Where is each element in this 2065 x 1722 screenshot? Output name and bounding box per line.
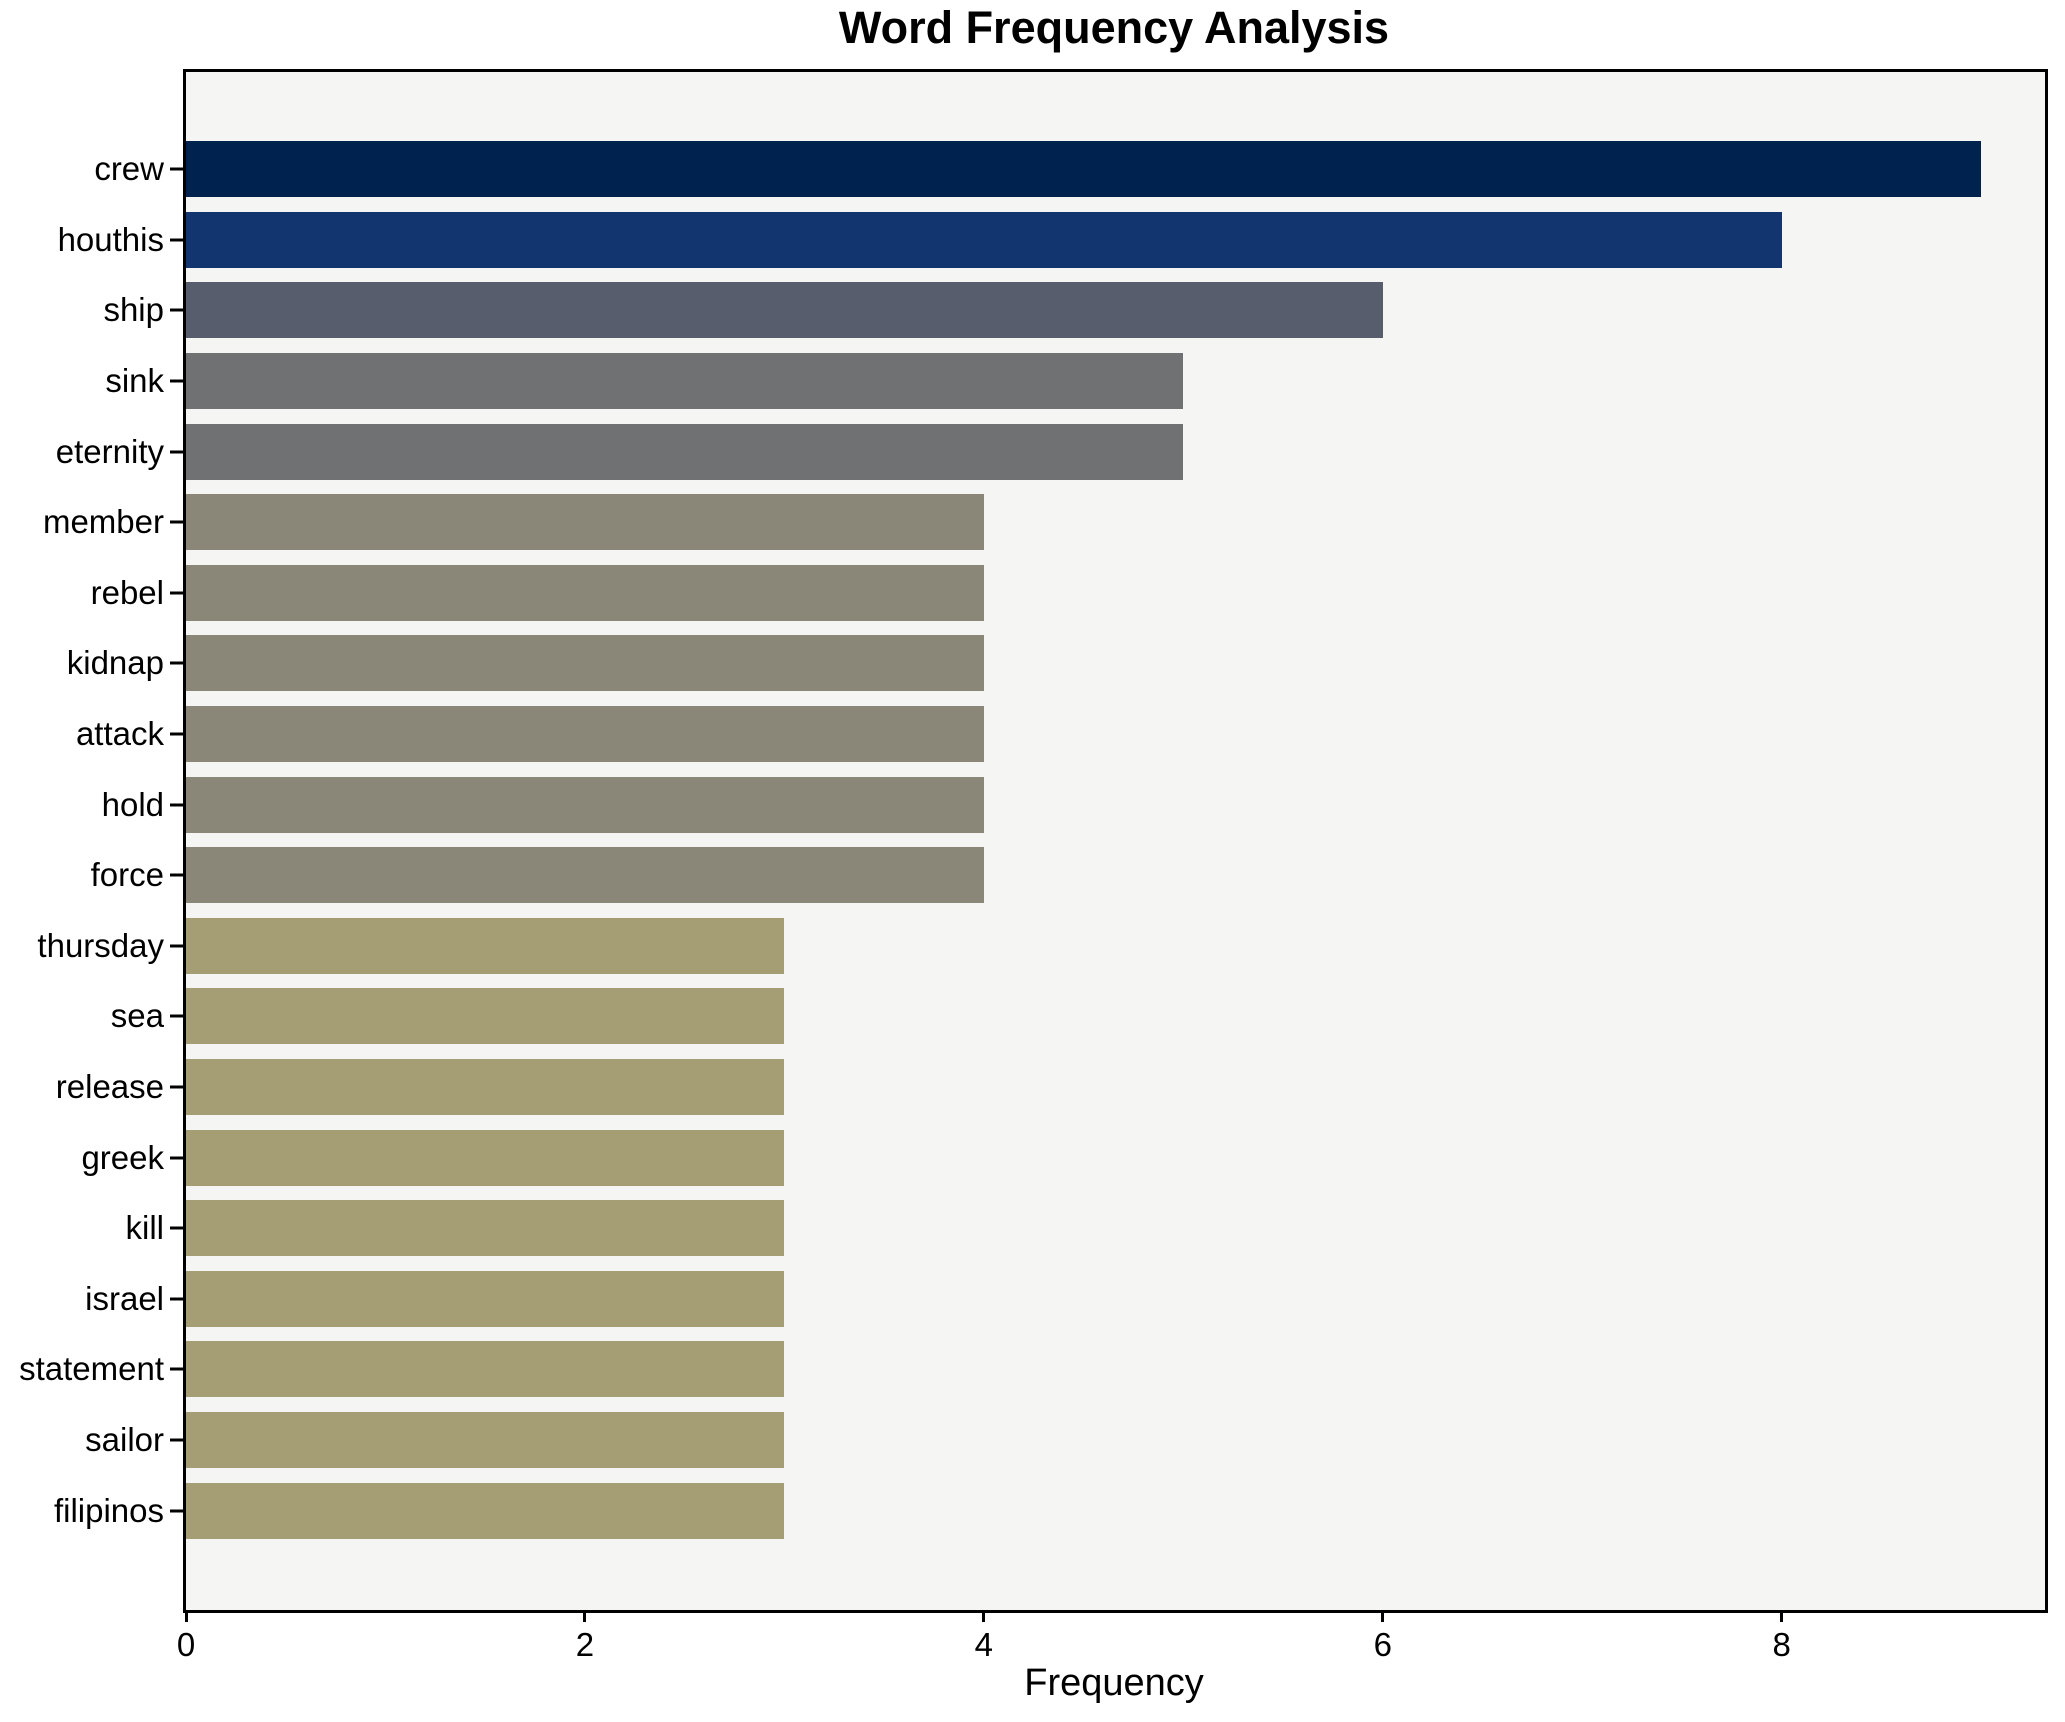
y-axis-category-label: rebel bbox=[90, 573, 164, 611]
plot-area: crew houthis ship sink eternity member rebel ki… bbox=[19, 69, 2048, 1663]
bar-row: hold bbox=[102, 769, 2045, 840]
bar-row: kidnap bbox=[67, 628, 2045, 699]
bar-row: sea bbox=[111, 981, 2045, 1052]
bar-row: member bbox=[43, 487, 2045, 558]
y-axis-category-label: release bbox=[55, 1068, 164, 1106]
x-tick-mark bbox=[982, 1610, 986, 1622]
y-tick-mark bbox=[170, 167, 183, 171]
y-tick-mark bbox=[170, 1226, 183, 1230]
y-tick-mark bbox=[170, 1156, 183, 1160]
bar-hold bbox=[186, 776, 984, 833]
bar-statement bbox=[186, 1341, 785, 1398]
x-tick-label: 6 bbox=[1373, 1626, 1392, 1663]
bar-attack bbox=[186, 706, 984, 763]
bar-row: attack bbox=[76, 699, 2045, 770]
y-tick-mark bbox=[170, 1438, 183, 1442]
bar-greek bbox=[186, 1129, 785, 1186]
x-tick-label: 8 bbox=[1772, 1626, 1791, 1663]
bar-sink bbox=[186, 353, 1184, 410]
y-axis-category-label: force bbox=[90, 856, 164, 894]
x-axis-title: Frequency bbox=[1024, 1662, 1204, 1704]
y-tick-mark bbox=[170, 732, 183, 736]
y-axis-category-label: israel bbox=[85, 1279, 164, 1317]
y-axis-category-label: sea bbox=[110, 997, 164, 1035]
bar-sea bbox=[186, 988, 785, 1045]
y-tick-mark bbox=[170, 1367, 183, 1371]
bar-row: greek bbox=[81, 1122, 2045, 1193]
x-tick-mark bbox=[583, 1610, 587, 1622]
y-tick-mark bbox=[170, 591, 183, 595]
bar-force bbox=[186, 847, 984, 904]
x-tick-label: 4 bbox=[974, 1626, 994, 1663]
y-tick-mark bbox=[170, 661, 183, 665]
y-axis-category-label: thursday bbox=[37, 926, 164, 964]
y-tick-mark bbox=[170, 238, 183, 242]
y-axis-category-label: hold bbox=[101, 785, 164, 823]
bar-houthis bbox=[186, 211, 1782, 268]
y-axis-category-label: kidnap bbox=[66, 644, 164, 682]
bar-row: houthis bbox=[58, 205, 2045, 276]
bar-row: kill bbox=[126, 1193, 2045, 1264]
y-tick-mark bbox=[170, 450, 183, 454]
y-tick-mark bbox=[170, 803, 183, 807]
bar-row: filipinos bbox=[54, 1475, 2045, 1546]
y-axis-category-label: kill bbox=[125, 1209, 165, 1247]
y-tick-mark bbox=[170, 1509, 183, 1513]
y-tick-mark bbox=[170, 520, 183, 524]
x-tick-mark bbox=[1381, 1610, 1385, 1622]
y-axis-category-label: eternity bbox=[55, 432, 164, 470]
y-tick-mark bbox=[170, 873, 183, 877]
bar-row: force bbox=[91, 840, 2045, 911]
bar-row: crew bbox=[94, 134, 2045, 205]
bar-row: statement bbox=[19, 1334, 2045, 1405]
bar-rows: crew houthis ship sink eternity member rebel ki… bbox=[19, 72, 2045, 1610]
bar-row: rebel bbox=[91, 558, 2045, 629]
bar-row: release bbox=[56, 1052, 2045, 1123]
y-axis-category-label: crew bbox=[94, 150, 164, 188]
y-tick-mark bbox=[170, 944, 183, 948]
x-tick-mark bbox=[184, 1610, 188, 1622]
bar-member bbox=[186, 494, 984, 551]
x-tick-mark bbox=[1780, 1610, 1784, 1622]
bar-row: israel bbox=[85, 1264, 2045, 1335]
y-axis-category-label: sailor bbox=[85, 1420, 164, 1458]
y-tick-mark bbox=[170, 308, 183, 312]
bar-kill bbox=[186, 1200, 785, 1257]
bar-row: sink bbox=[105, 346, 2045, 417]
y-axis-category-label: sink bbox=[105, 362, 164, 400]
bar-israel bbox=[186, 1270, 785, 1327]
x-tick-label: 0 bbox=[176, 1626, 196, 1663]
y-tick-mark bbox=[170, 1014, 183, 1018]
y-axis-category-label: greek bbox=[81, 1138, 164, 1176]
bar-sailor bbox=[186, 1411, 785, 1468]
bar-rebel bbox=[186, 564, 984, 621]
y-tick-mark bbox=[170, 1085, 183, 1089]
y-tick-mark bbox=[170, 379, 183, 383]
bar-ship bbox=[186, 282, 1383, 339]
bar-row: sailor bbox=[85, 1405, 2045, 1476]
y-axis-category-label: member bbox=[42, 503, 164, 541]
bar-eternity bbox=[186, 423, 1184, 480]
bar-row: eternity bbox=[56, 416, 2045, 487]
y-tick-mark bbox=[170, 1297, 183, 1301]
y-axis-category-label: filipinos bbox=[53, 1491, 164, 1529]
y-axis-category-label: attack bbox=[75, 715, 164, 753]
y-axis-category-label: statement bbox=[19, 1350, 164, 1388]
bar-row: ship bbox=[103, 275, 2045, 346]
bar-row: thursday bbox=[37, 911, 2045, 982]
y-axis-category-label: houthis bbox=[57, 220, 164, 258]
chart-title: Word Frequency Analysis bbox=[838, 2, 1390, 53]
y-axis-category-label: ship bbox=[103, 291, 164, 329]
bar-kidnap bbox=[186, 635, 984, 692]
bar-release bbox=[186, 1059, 785, 1116]
bar-filipinos bbox=[186, 1482, 785, 1539]
bar-thursday bbox=[186, 917, 785, 974]
bar-crew bbox=[186, 141, 1982, 198]
x-tick-label: 2 bbox=[575, 1626, 595, 1663]
